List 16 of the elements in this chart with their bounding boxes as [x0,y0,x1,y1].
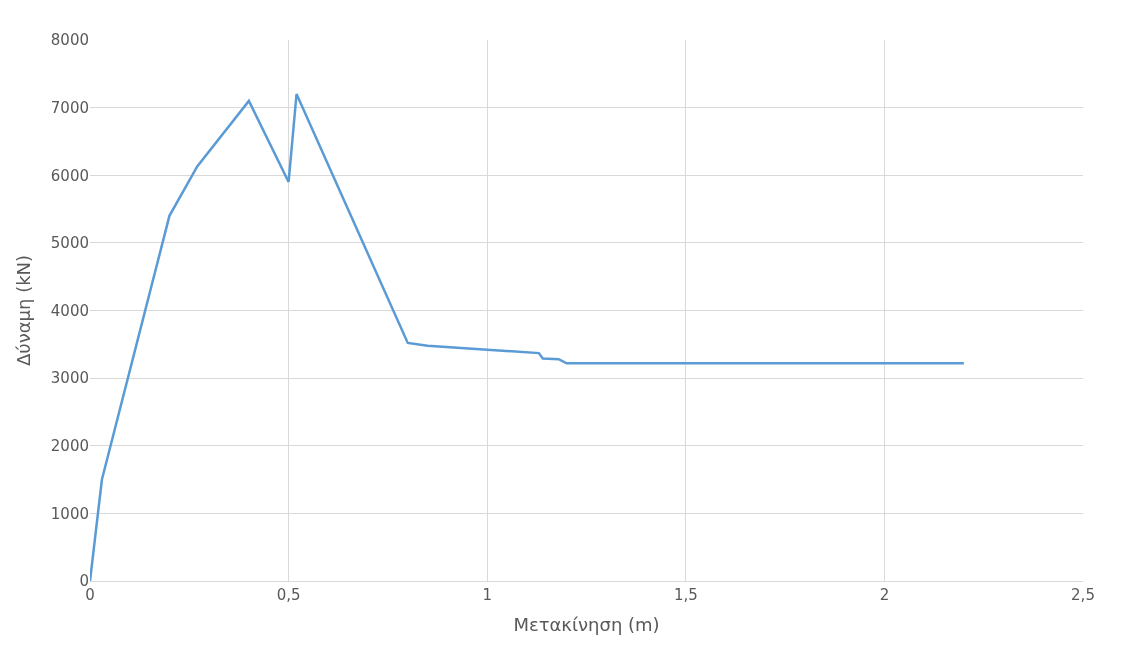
x-tick-label: 0,5 [276,586,301,604]
y-tick-label: 2000 [50,437,89,455]
x-axis-title: Μετακίνηση (m) [513,614,660,636]
x-tick-label: 2,5 [1071,586,1095,604]
y-tick-label: 4000 [50,301,89,320]
y-tick-label: 5000 [50,234,89,253]
y-tick-label: 1000 [50,504,89,523]
line-series [90,92,966,581]
y-axis-title: Δύναμη (kN) [13,254,35,367]
x-tick-label: 2 [879,586,890,604]
x-tick-label: 1 [482,586,492,604]
y-tick-label: 6000 [50,166,89,185]
y-tick-label: 7000 [50,98,89,117]
y-tick-label: 8000 [50,31,89,50]
x-tick-label: 1,5 [673,586,698,604]
y-tick-label: 3000 [50,369,89,388]
